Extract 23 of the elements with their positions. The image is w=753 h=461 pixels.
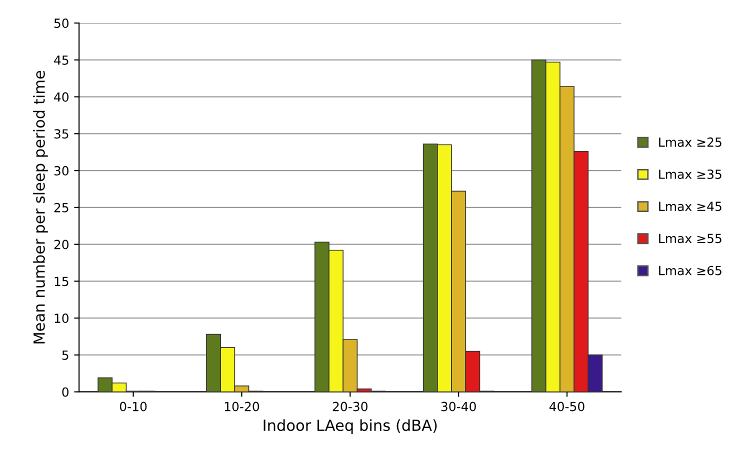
x-tick-label: 10-20	[224, 402, 260, 412]
x-tick-label: 40-50	[549, 402, 584, 412]
x-axis-title: Indoor LAeq bins (dBA)	[264, 419, 437, 434]
y-tick-label: 50	[54, 18, 69, 28]
y-tick-label: 10	[54, 314, 69, 324]
y-tick-label: 45	[54, 56, 68, 65]
x-tick-label: 0-10	[120, 402, 147, 412]
legend-label: Lmax ≥35	[659, 170, 722, 179]
legend-label: Lmax ≥25	[659, 137, 722, 147]
y-tick-label: 15	[54, 276, 68, 286]
y-axis-title: Mean number per sleep period time	[33, 70, 48, 344]
y-tick-label: 5	[62, 350, 68, 360]
y-tick-label: 0	[62, 387, 69, 397]
legend-label: Lmax ≥55	[659, 234, 722, 244]
legend-label: Lmax ≥65	[659, 266, 722, 276]
y-tick-label: 40	[54, 92, 69, 102]
y-tick-label: 20	[54, 240, 69, 250]
y-tick-label: 25	[54, 202, 68, 212]
y-tick-label: 30	[54, 166, 69, 176]
x-tick-label: 30-40	[441, 402, 476, 412]
y-tick-label: 35	[54, 129, 68, 139]
x-tick-label: 20-30	[332, 402, 368, 412]
legend-label: Lmax ≥45	[659, 202, 722, 212]
